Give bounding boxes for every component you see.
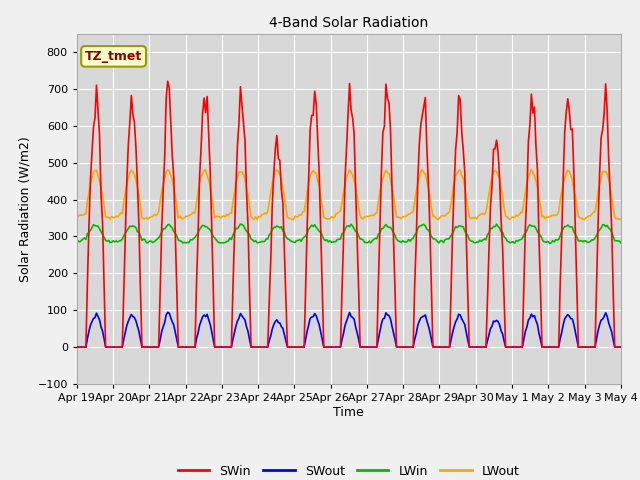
Y-axis label: Solar Radiation (W/m2): Solar Radiation (W/m2) <box>19 136 32 282</box>
Legend: SWin, SWout, LWin, LWout: SWin, SWout, LWin, LWout <box>173 460 524 480</box>
Text: TZ_tmet: TZ_tmet <box>85 50 142 63</box>
Title: 4-Band Solar Radiation: 4-Band Solar Radiation <box>269 16 428 30</box>
X-axis label: Time: Time <box>333 406 364 419</box>
